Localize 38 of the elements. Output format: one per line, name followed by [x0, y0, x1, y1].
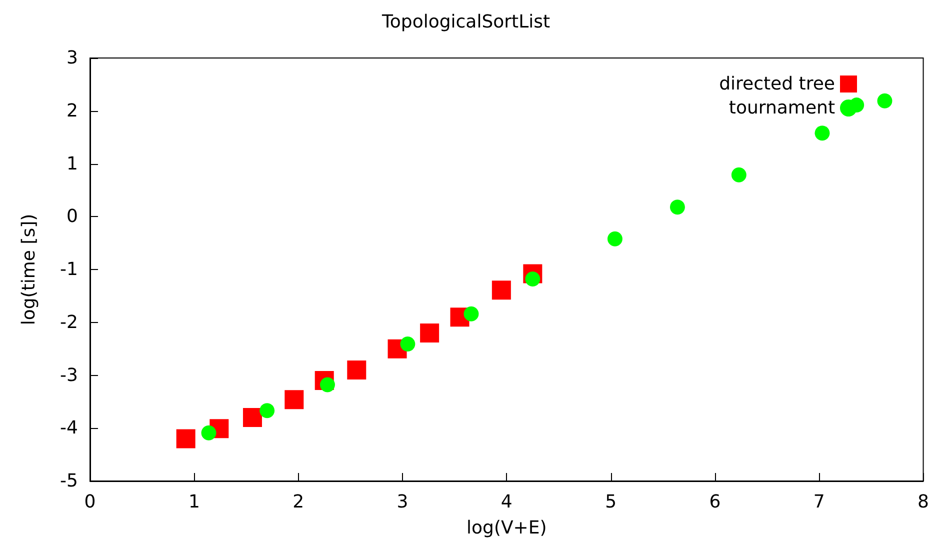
- y-tick-label: 2: [66, 100, 78, 122]
- x-tick-label: 2: [292, 492, 304, 512]
- legend-label: tournament: [728, 98, 835, 118]
- x-tick-label: 4: [500, 492, 512, 512]
- point: [464, 306, 479, 322]
- y-tick-label: -2: [60, 312, 78, 333]
- point: [260, 403, 275, 418]
- x-tick-label: 8: [918, 492, 929, 512]
- point: [814, 126, 830, 141]
- y-tick-label: 1: [66, 153, 78, 174]
- point: [201, 425, 216, 440]
- x-tick-label: 5: [605, 492, 617, 512]
- legend-label: directed tree: [719, 74, 835, 94]
- x-tick-label: 7: [813, 492, 825, 512]
- point: [731, 167, 746, 182]
- chart-title: TopologicalSortList: [380, 12, 550, 32]
- point: [492, 280, 511, 300]
- y-tick-label: -3: [60, 364, 78, 386]
- x-tick-label: 0: [84, 492, 96, 512]
- y-tick-label: -4: [60, 418, 78, 439]
- y-axis-title: log(time [s]): [18, 214, 40, 326]
- x-tick-label: 3: [396, 492, 408, 512]
- y-tick-label: -5: [60, 470, 78, 492]
- point: [670, 200, 685, 215]
- y-tick-label: -1: [60, 259, 78, 280]
- x-tick-label: 1: [188, 492, 200, 512]
- point: [347, 360, 366, 380]
- point: [420, 323, 440, 342]
- point: [242, 408, 262, 428]
- point: [400, 336, 416, 352]
- y-tick-label: 3: [66, 48, 78, 68]
- point: [176, 429, 196, 448]
- point: [877, 93, 892, 108]
- x-tick-label: 6: [709, 492, 721, 512]
- point: [284, 390, 304, 410]
- x-axis-title: log(V+E): [466, 518, 547, 538]
- point: [607, 231, 622, 246]
- y-tick-label: 0: [66, 206, 78, 228]
